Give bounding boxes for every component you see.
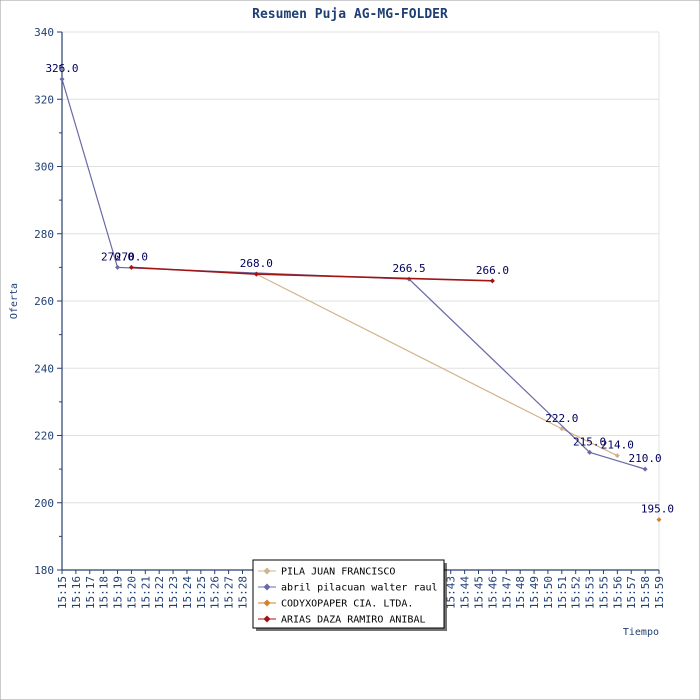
x-tick-label: 15:45: [473, 576, 486, 609]
x-tick-label: 15:15: [56, 576, 69, 609]
x-tick-label: 15:53: [584, 576, 597, 609]
x-tick-label: 15:57: [625, 576, 638, 609]
x-tick-label: 15:43: [445, 576, 458, 609]
legend-marker-3: [263, 615, 271, 623]
x-tick-label: 15:55: [597, 576, 610, 609]
series-3-point: [253, 271, 259, 277]
x-tick-label: 15:25: [195, 576, 208, 609]
y-tick-label: 340: [34, 26, 54, 39]
legend-entry-0: PILA JUAN FRANCISCO: [281, 567, 395, 578]
data-label: 195.0: [641, 503, 674, 516]
x-tick-label: 15:27: [223, 576, 236, 609]
y-tick-label: 220: [34, 430, 54, 443]
x-tick-label: 15:50: [542, 576, 555, 609]
series-3-point: [128, 264, 134, 270]
x-tick-label: 15:52: [570, 576, 583, 609]
y-tick-label: 180: [34, 564, 54, 577]
legend-entry-3: ARIAS DAZA RAMIRO ANIBAL: [281, 615, 426, 626]
x-tick-label: 15:17: [84, 576, 97, 609]
x-axis-title: Tiempo: [623, 627, 659, 638]
legend-box: [252, 559, 445, 629]
x-tick-label: 15:18: [98, 576, 111, 609]
series-2-point: [656, 517, 662, 523]
x-tick-label: 15:44: [459, 576, 472, 609]
series-3-point: [489, 278, 495, 284]
legend-entry-1: abril pilacuan walter raul: [281, 583, 438, 594]
series-0-point: [614, 453, 620, 459]
x-tick-label: 15:21: [139, 576, 152, 609]
x-tick-label: 15:48: [514, 576, 527, 609]
series-1-point: [642, 466, 648, 472]
y-tick-label: 240: [34, 362, 54, 375]
data-labels: 222.0 214.0 326.0 270.0 266.5 215.0 210.0 195.0…: [45, 62, 674, 515]
x-tick-label: 15:58: [639, 576, 652, 609]
data-label: 268.0: [240, 257, 273, 270]
series-1-point: [115, 264, 121, 270]
data-label: 215.0: [573, 435, 606, 448]
gridlines: [62, 31, 660, 570]
x-tick-label: 15:49: [528, 576, 541, 609]
y-tick-label: 260: [34, 295, 54, 308]
data-label: 326.0: [45, 62, 78, 75]
data-label: 266.5: [393, 262, 426, 275]
legend-marker-0: [263, 567, 271, 575]
x-tick-label: 15:56: [611, 576, 624, 609]
series-1-point: [587, 449, 593, 455]
data-label: 270.0: [101, 250, 134, 263]
y-tick-label: 320: [34, 93, 54, 106]
y-axis-title: Oferta: [9, 283, 20, 319]
y-tick-label: 200: [34, 497, 54, 510]
x-tick-label: 15:23: [167, 576, 180, 609]
data-label: 270.0: [115, 250, 148, 263]
x-tick-label: 15:51: [556, 576, 569, 609]
x-tick-label: 15:22: [153, 576, 166, 609]
y-tick-label: 280: [34, 228, 54, 241]
data-label: 210.0: [629, 452, 662, 465]
series-lines: [59, 76, 662, 523]
y-tick-label: 300: [34, 161, 54, 174]
x-tick-label: 15:26: [209, 576, 222, 609]
series-1-point: [59, 76, 65, 82]
data-label: 266.0: [476, 264, 509, 277]
x-tick-label: 15:47: [500, 576, 513, 609]
chart-title: Resumen Puja AG-MG-FOLDER: [252, 7, 448, 22]
legend: PILA JUAN FRANCISCO abril pilacuan walter…: [252, 559, 447, 631]
x-tick-label: 15:46: [486, 576, 499, 609]
x-tick-label: 15:16: [70, 576, 83, 609]
x-tick-label: 15:28: [236, 576, 249, 609]
y-axis-ticks: 180 200 220 240 260 280 300 320 340: [34, 26, 62, 577]
legend-marker-1: [263, 583, 271, 591]
x-tick-label: 15:20: [125, 576, 138, 609]
data-label: 214.0: [601, 439, 634, 452]
legend-entry-2: CODYXOPAPER CIA. LTDA.: [281, 599, 413, 610]
x-tick-label: 15:24: [181, 576, 194, 609]
legend-marker-2: [263, 599, 271, 607]
x-tick-label: 15:19: [112, 576, 125, 609]
data-label: 222.0: [545, 412, 578, 425]
x-tick-label: 15:59: [653, 576, 666, 609]
